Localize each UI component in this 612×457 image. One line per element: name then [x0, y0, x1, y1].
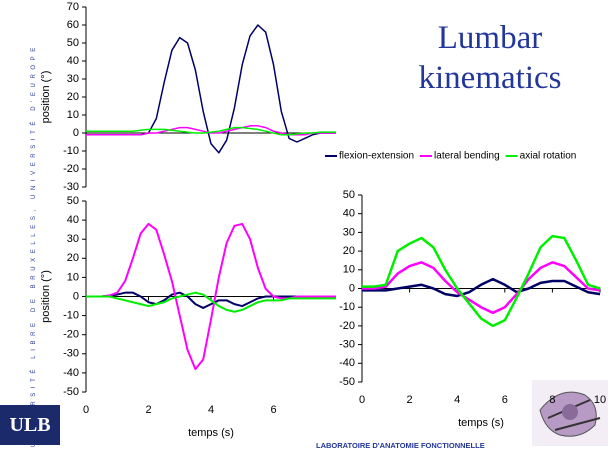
y-tick-label: -10: [63, 145, 79, 157]
y-tick-label: -40: [339, 357, 355, 369]
x-tick-label: 8: [549, 394, 555, 406]
y-tick-label: -10: [63, 310, 79, 322]
x-axis-label: temps (s): [458, 417, 504, 429]
x-tick-label: 4: [454, 394, 460, 406]
data-line: [362, 261, 601, 315]
data-line: [362, 277, 601, 298]
y-tick-label: 70: [67, 1, 79, 13]
y-tick-label: 40: [67, 55, 79, 67]
y-tick-label: -50: [339, 376, 355, 388]
data-line: [362, 234, 601, 328]
data-line: [86, 126, 336, 136]
y-tick-label: 30: [343, 226, 355, 238]
y-tick-label: 10: [67, 109, 79, 121]
legend-label: lateral bending: [434, 151, 500, 162]
data-line: [86, 291, 336, 313]
x-tick-label: 0: [83, 404, 89, 416]
x-axis-label: temps (s): [188, 427, 234, 439]
y-tick-label: 0: [349, 282, 355, 294]
y-tick-label: -30: [63, 348, 79, 360]
pelvis-illustration: [532, 380, 608, 446]
legend-label: flexion-extension: [339, 151, 414, 162]
x-tick-label: 4: [208, 404, 214, 416]
slide-title: Lumbar kinematics: [418, 20, 562, 96]
y-tick-label: -20: [63, 163, 79, 175]
university-name: UNIVERSITÉ LIBRE DE BRUXELLES, UNIVERSIT…: [31, 43, 37, 447]
y-tick-label: -30: [339, 339, 355, 351]
y-tick-label: 20: [67, 91, 79, 103]
data-line: [86, 222, 336, 371]
y-axis-label: position (°): [40, 71, 52, 124]
x-tick-label: 2: [407, 394, 413, 406]
x-tick-label: 0: [359, 394, 365, 406]
y-tick-label: 0: [73, 290, 79, 302]
y-tick-label: 40: [67, 214, 79, 226]
x-tick-label: 6: [502, 394, 508, 406]
y-tick-label: 40: [343, 208, 355, 220]
footer: LABORATOIRE D'ANATOMIE FONCTIONNELLE: [316, 441, 485, 450]
x-tick-label: 2: [145, 404, 151, 416]
y-tick-label: 50: [343, 189, 355, 201]
y-tick-label: 20: [343, 245, 355, 257]
y-tick-label: -30: [63, 181, 79, 193]
x-tick-label: 10: [594, 394, 606, 406]
y-tick-label: -50: [63, 386, 79, 398]
y-tick-label: 60: [67, 19, 79, 31]
y-tick-label: 20: [67, 252, 79, 264]
x-tick-label: 6: [270, 404, 276, 416]
legend-label: axial rotation: [520, 151, 577, 162]
y-tick-label: -40: [63, 367, 79, 379]
y-tick-label: -20: [339, 320, 355, 332]
y-tick-label: 30: [67, 73, 79, 85]
y-axis-label: position (°): [40, 270, 52, 323]
y-tick-label: 10: [67, 271, 79, 283]
y-tick-label: 50: [67, 195, 79, 207]
y-tick-label: 50: [67, 37, 79, 49]
y-tick-label: -10: [339, 301, 355, 313]
y-tick-label: 0: [73, 127, 79, 139]
logo: ULB: [0, 405, 60, 445]
y-tick-label: -20: [63, 329, 79, 341]
y-tick-label: 30: [67, 233, 79, 245]
y-tick-label: 10: [343, 264, 355, 276]
